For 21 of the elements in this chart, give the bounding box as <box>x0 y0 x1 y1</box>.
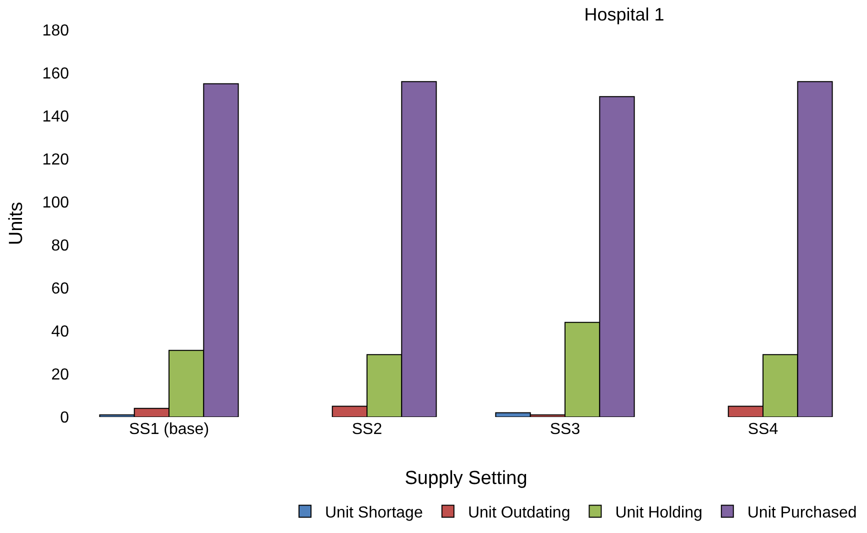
y-tick-label: 180 <box>42 22 70 40</box>
legend-label: Unit Outdating <box>468 504 570 522</box>
chart-title: Hospital 1 <box>584 4 664 25</box>
legend-label: Unit Holding <box>615 504 702 522</box>
x-tick-label: SS2 <box>352 421 382 438</box>
y-tick-label: 0 <box>60 410 70 427</box>
y-tick-label: 20 <box>51 366 70 384</box>
y-tick-label: 100 <box>42 194 70 212</box>
legend-label: Unit Shortage <box>325 504 423 522</box>
y-tick-label: 60 <box>51 280 70 298</box>
y-tick-label: 120 <box>42 152 70 169</box>
x-tick-label: SS4 <box>748 421 778 438</box>
y-tick-label: 160 <box>42 66 70 83</box>
x-tick-label: SS1 (base) <box>128 421 210 438</box>
y-tick-label: 80 <box>51 238 70 255</box>
y-tick-label: 40 <box>51 324 70 341</box>
x-axis-title: Supply Setting <box>404 468 528 489</box>
y-tick-label: 140 <box>42 108 70 126</box>
legend-label: Unit Purchased <box>747 504 857 522</box>
x-tick-label: SS3 <box>550 421 580 438</box>
y-axis-title: Units <box>6 202 27 246</box>
